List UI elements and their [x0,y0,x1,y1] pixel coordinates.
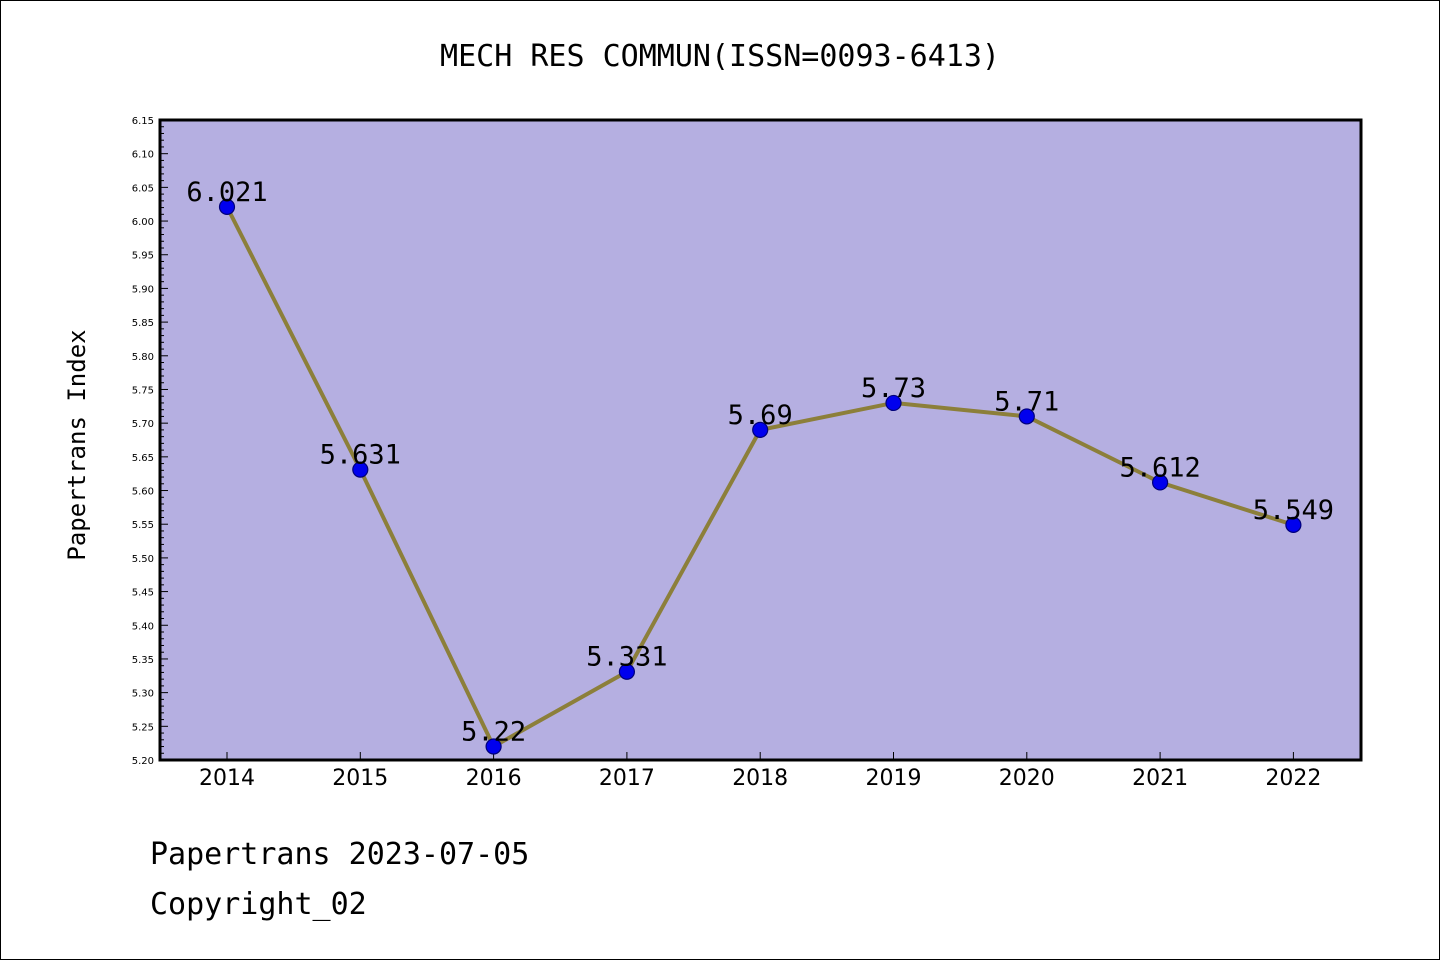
y-tick-label: 6.10 [132,150,154,161]
chart-title: MECH RES COMMUN(ISSN=0093-6413) [440,39,1000,74]
x-axis: 2014 2015 2016 2017 2018 2019 2020 2021 2022 [199,752,1321,791]
y-tick-label: 5.35 [132,655,154,666]
y-tick-label: 5.25 [132,722,154,733]
x-tick-label: 2020 [999,766,1055,791]
data-point [352,461,369,478]
y-tick-label: 5.90 [132,284,154,295]
data-point [1285,516,1302,533]
data-point [618,663,636,680]
x-tick-label: 2014 [199,766,255,791]
footer-copyright: Copyright_02 [150,887,367,922]
x-tick-label: 2017 [599,766,655,791]
data-point [1018,408,1035,425]
data-label: 5.69 [728,400,793,431]
data-label: 5.631 [320,440,401,471]
y-tick-label: 5.65 [132,453,154,464]
y-tick-label: 5.30 [132,689,154,700]
y-axis: 5.20 5.25 5.30 5.35 5.40 5.45 5.50 5.55 5.60 5.65… [132,116,168,767]
data-point [885,394,902,412]
footer-date: Papertrans 2023-07-05 [150,837,529,872]
y-tick-label: 5.70 [132,419,154,430]
y-tick-label: 5.45 [132,588,154,599]
data-label: 5.73 [861,373,926,404]
y-tick-label: 5.75 [132,385,154,396]
data-point [752,421,769,438]
x-tick-label: 2018 [732,766,788,791]
y-tick-label: 5.20 [132,756,154,767]
data-label: 5.331 [586,642,667,673]
y-tick-label: 6.05 [132,183,154,194]
y-tick-label: 5.80 [132,352,154,363]
y-tick-label: 5.60 [132,487,154,498]
data-point [1151,474,1169,491]
plot-border [158,118,1363,762]
y-tick-label: 5.55 [132,520,154,531]
x-tick-label: 2015 [332,766,388,791]
x-tick-label: 2016 [466,766,522,791]
x-tick-label: 2021 [1132,766,1188,791]
y-tick-label: 5.40 [132,621,154,632]
y-tick-label: 6.00 [132,217,154,228]
x-tick-label: 2019 [866,766,922,791]
data-label: 5.612 [1119,452,1200,483]
y-tick-label: 6.15 [132,116,154,127]
data-label: 5.549 [1253,495,1334,526]
y-tick-label: 5.85 [132,318,154,329]
data-label: 5.71 [994,386,1059,417]
data-labels: 6.021 5.631 5.22 5.331 5.69 5.73 5.71 5.612 5.54… [186,177,1334,748]
data-markers [218,198,1302,755]
data-point [218,198,236,216]
x-tick-label: 2022 [1265,766,1321,791]
data-point [485,738,502,755]
y-tick-label: 5.95 [132,251,154,262]
y-tick-label: 5.50 [132,554,154,565]
y-axis-label: Papertrans Index [63,329,91,560]
data-label: 5.22 [461,717,526,748]
plot-area [160,120,1361,760]
data-label: 6.021 [186,177,267,208]
